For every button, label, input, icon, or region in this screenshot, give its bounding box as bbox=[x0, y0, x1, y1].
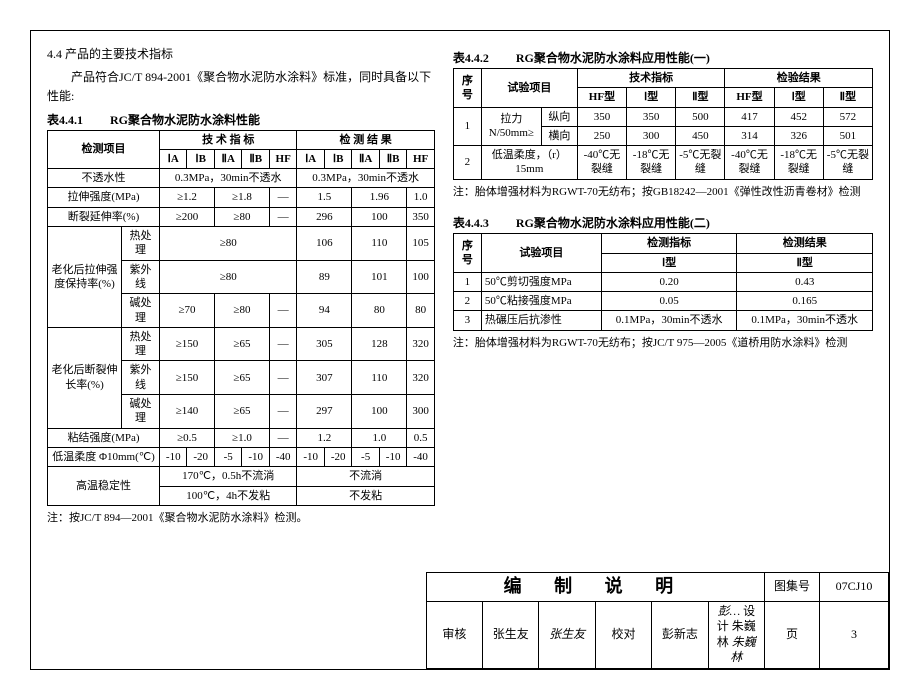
section-title: 产品的主要技术指标 bbox=[65, 47, 173, 61]
table-row: 拉伸强度(MPa) ≥1.2 ≥1.8 — 1.5 1.96 1.0 bbox=[48, 188, 435, 207]
table-row: 粘结强度(MPa) ≥0.5 ≥1.0 — 1.2 1.0 0.5 bbox=[48, 428, 435, 447]
table-row: 1 50℃剪切强度MPa 0.20 0.43 bbox=[453, 272, 872, 291]
section-heading: 4.4 产品的主要技术指标 bbox=[47, 45, 435, 64]
check-label: 校对 bbox=[595, 601, 651, 668]
section-num: 4.4 bbox=[47, 47, 62, 61]
doc-title: 编 制 说 明 bbox=[426, 573, 764, 601]
table-row: 3 热碾压后抗渗性 0.1MPa，30min不透水 0.1MPa，30min不透… bbox=[453, 311, 872, 330]
table-442: 序号 试验项目 技术指标 检验结果 HF型 Ⅰ型 Ⅱ型 HF型 Ⅰ型 Ⅱ型 bbox=[453, 68, 873, 180]
table443-caption: 表4.4.3 RG聚合物水泥防水涂料应用性能(二) bbox=[453, 214, 873, 231]
table-row: 不透水性 0.3MPa，30min不透水 0.3MPa，30min不透水 bbox=[48, 169, 435, 188]
approve-label: 审核 bbox=[426, 601, 482, 668]
table-row: 老化后拉伸强度保持率(%) 热处理 ≥80 106 110 105 bbox=[48, 227, 435, 261]
design-sign: 朱巍林 bbox=[730, 635, 756, 665]
check-name: 彭新志 bbox=[652, 601, 708, 668]
table-row: 2 50℃粘接强度MPa 0.05 0.165 bbox=[453, 292, 872, 311]
table-row: 2 低温柔度，（r）15mm -40℃无裂缝 -18℃无裂缝 -5℃无裂缝 -4… bbox=[453, 146, 872, 180]
page-no: 3 bbox=[820, 601, 889, 668]
approve-name: 张生友 bbox=[483, 601, 539, 668]
table441-caption: 表4.4.1 RG聚合物水泥防水涂料性能 bbox=[47, 111, 435, 128]
table-row: 高温稳定性 170℃，0.5h不流淌 不流淌 bbox=[48, 467, 435, 486]
table-row: 低温柔度 Φ10mm(℃) -10 -20 -5 -10 -40 -10 -20… bbox=[48, 447, 435, 466]
table442-note: 注：胎体增强材料为RGWT-70无纺布；按GB18242—2001《弹性改性沥青… bbox=[453, 184, 873, 201]
page-label: 页 bbox=[765, 601, 820, 668]
table443-note: 注：胎体增强材料为RGWT-70无纺布；按JC/T 975—2005《道桥用防水… bbox=[453, 335, 873, 352]
table442-caption: 表4.4.2 RG聚合物水泥防水涂料应用性能(一) bbox=[453, 49, 873, 66]
titleblock: 编 制 说 明 图集号 07CJ10 审核 张生友 张生友 校对 彭新志 彭… … bbox=[426, 572, 889, 669]
table-row: 检测项目 技 术 指 标 检 测 结 果 bbox=[48, 130, 435, 149]
table-row: 1 拉力 N/50mm≥ 纵向 350 350 500 417 452 572 bbox=[453, 107, 872, 126]
table441-note: 注：按JC/T 894—2001《聚合物水泥防水涂料》检测。 bbox=[47, 510, 435, 527]
table-row: 断裂延伸率(%) ≥200 ≥80 — 296 100 350 bbox=[48, 207, 435, 226]
table-443: 序号 试验项目 检测指标 检测结果 Ⅰ型 Ⅱ型 1 50℃剪切强度MPa 0.2… bbox=[453, 233, 873, 330]
table-441: 检测项目 技 术 指 标 检 测 结 果 ⅠA ⅠB ⅡA ⅡB HF ⅠA Ⅰ… bbox=[47, 130, 435, 506]
table-row: 序号 试验项目 检测指标 检测结果 bbox=[453, 234, 872, 253]
check-sign: 彭… bbox=[717, 604, 740, 618]
set-no: 07CJ10 bbox=[820, 573, 889, 601]
table-row: 老化后断裂伸长率(%) 热处理 ≥150 ≥65 — 305 128 320 bbox=[48, 327, 435, 361]
approve-sign: 张生友 bbox=[539, 601, 595, 668]
table-row: 序号 试验项目 技术指标 检验结果 bbox=[453, 69, 872, 88]
table-row: 编 制 说 明 图集号 07CJ10 bbox=[426, 573, 888, 601]
table-row: 审核 张生友 张生友 校对 彭新志 彭… 设计 朱巍林 朱巍林 页 3 bbox=[426, 601, 888, 668]
intro-text: 产品符合JC/T 894-2001《聚合物水泥防水涂料》标准，同时具备以下性能: bbox=[47, 68, 435, 106]
set-label: 图集号 bbox=[765, 573, 820, 601]
